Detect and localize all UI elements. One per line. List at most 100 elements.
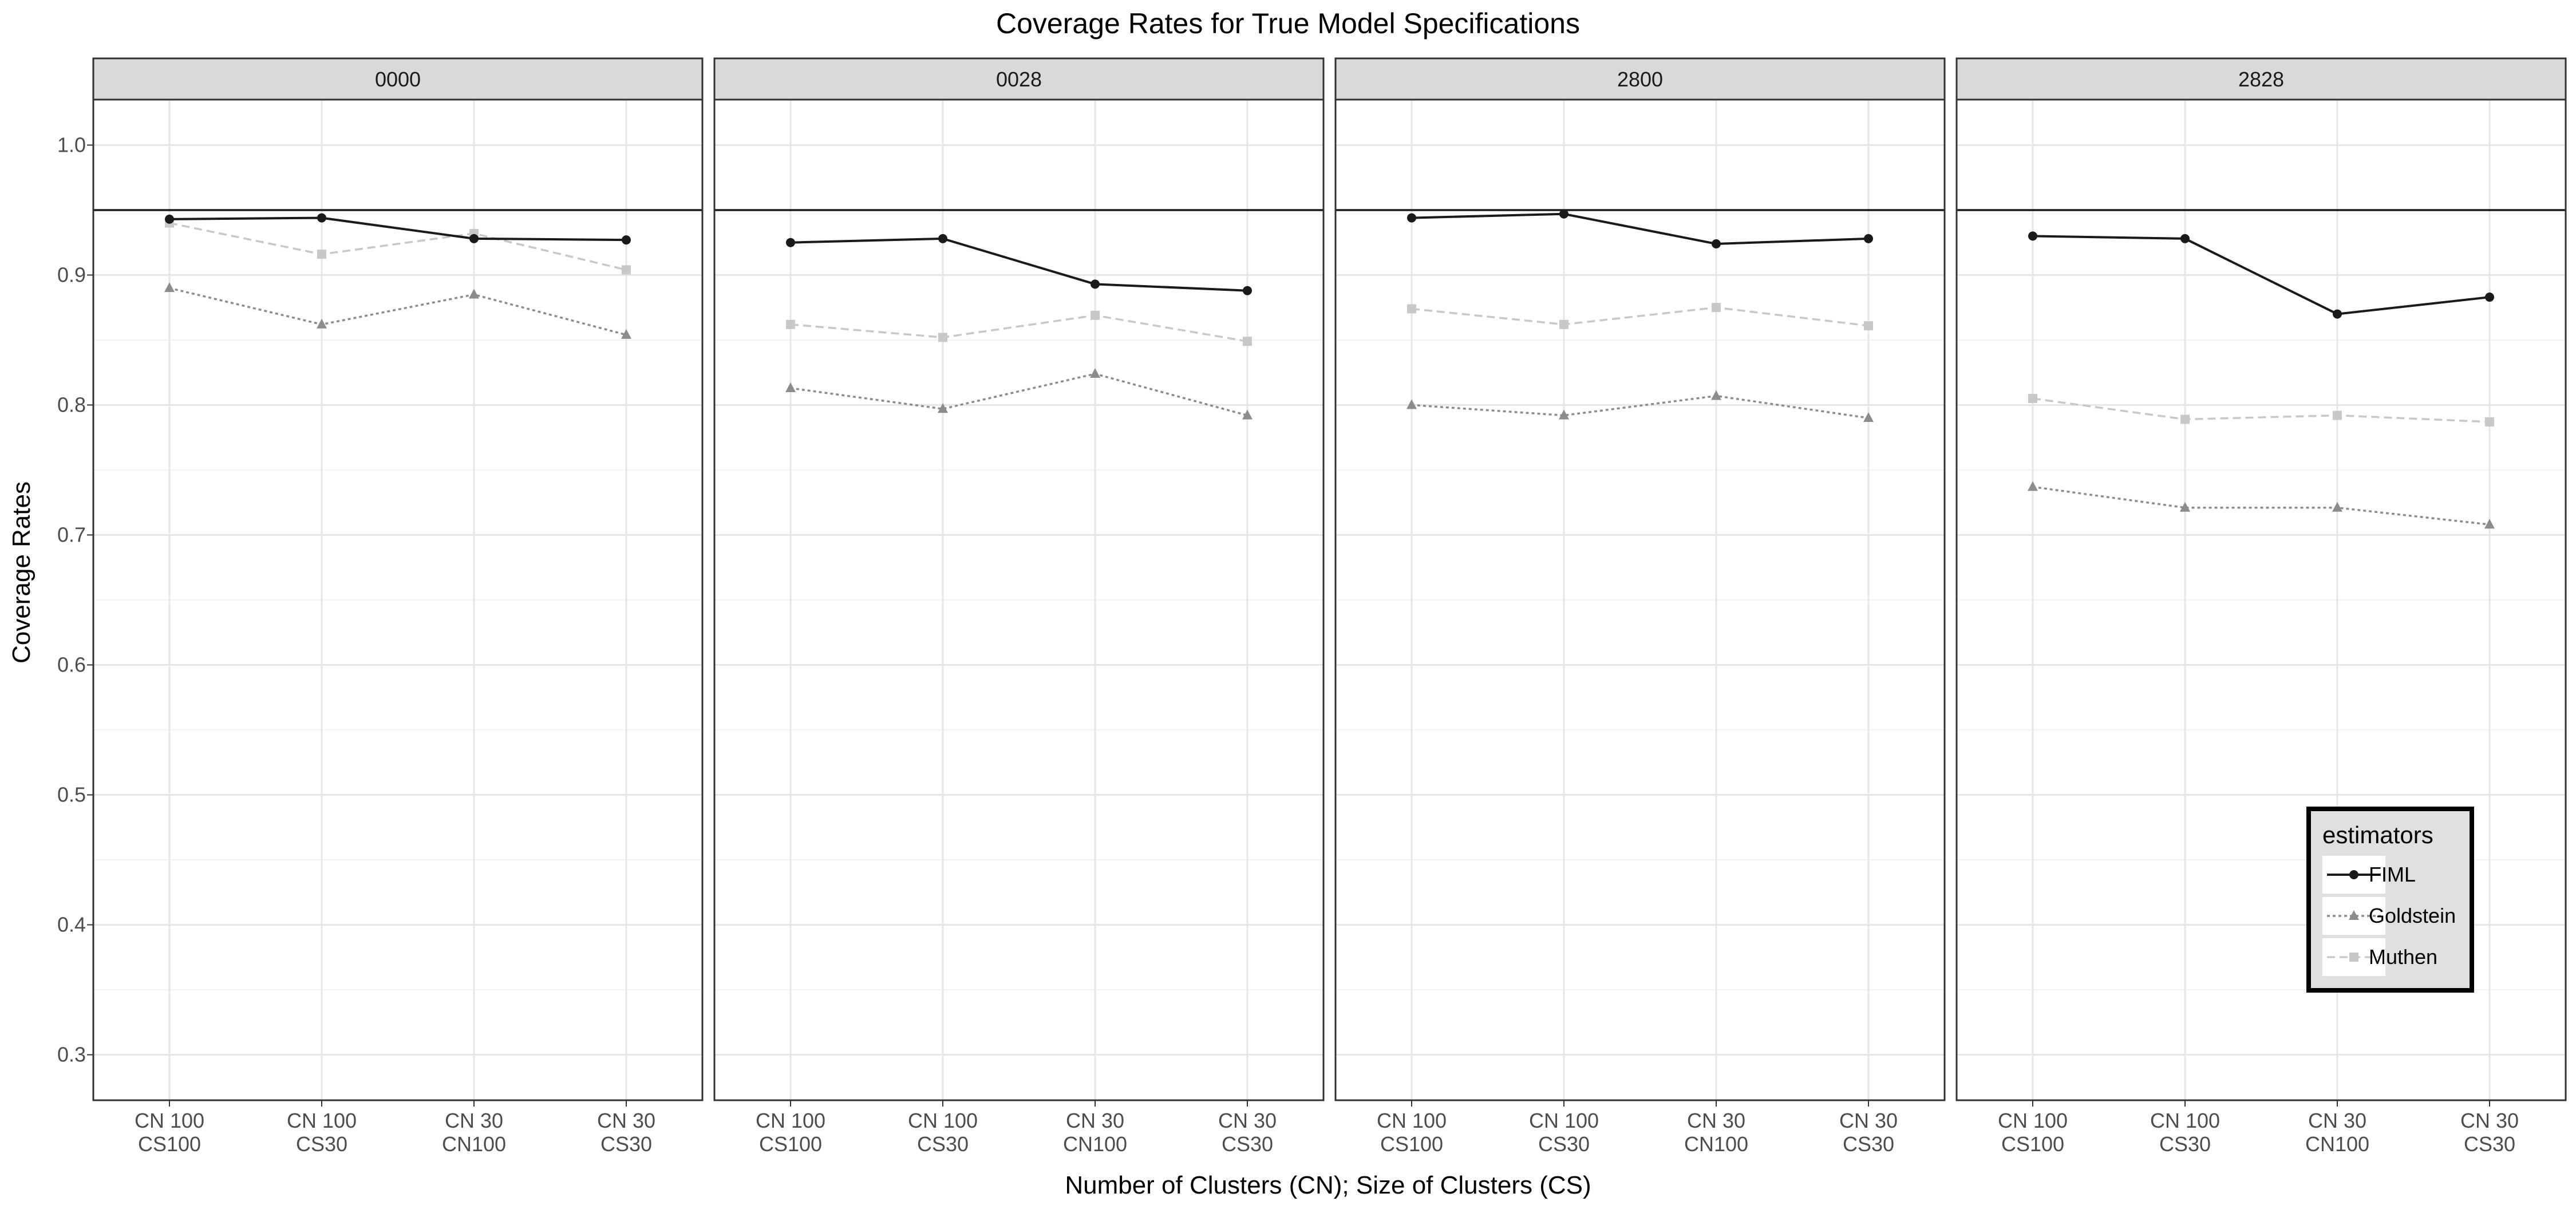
muthen-point (1864, 321, 1873, 331)
fiml-point (1712, 239, 1721, 248)
x-tick-label-line2: CS30 (2464, 1132, 2515, 1156)
x-tick-label-line2: CS30 (917, 1132, 969, 1156)
fiml-series-line (169, 216, 627, 242)
x-tick-label-line2: CS30 (600, 1132, 652, 1156)
x-tick-label-line1: CN 100 (1998, 1109, 2068, 1132)
facet-strip (713, 57, 1325, 101)
x-tick-label-line1: CN 100 (1529, 1109, 1599, 1132)
facet-strip-label: 0028 (996, 68, 1042, 91)
muthen-point (1243, 337, 1252, 346)
muthen-point (2180, 414, 2190, 424)
x-tick-label-line1: CN 30 (2460, 1109, 2519, 1132)
muthen-point (1091, 310, 1100, 320)
x-tick-label-line2: CS30 (1538, 1132, 1590, 1156)
facet-strip-label: 2828 (2238, 68, 2284, 91)
x-tick-label-line1: CN 100 (756, 1109, 825, 1132)
x-tick-label-line1: CN 100 (1377, 1109, 1447, 1132)
x-tick-label-line2: CS100 (1380, 1132, 1443, 1156)
goldstein-point (1863, 412, 1874, 422)
goldstein-series-line (169, 287, 627, 336)
x-tick-label-line1: CN 30 (1687, 1109, 1745, 1132)
muthen-point (2349, 953, 2358, 962)
fiml-point (1407, 213, 1416, 223)
muthen-series-line (169, 222, 627, 271)
legend-title: estimators (2322, 821, 2433, 848)
muthen-point (1407, 304, 1416, 314)
x-axis-label: Number of Clusters (CN); Size of Cluster… (1065, 1171, 1591, 1199)
muthen-point (2028, 394, 2037, 404)
panel-border (1334, 98, 1946, 1101)
y-tick-label: 0.5 (57, 783, 86, 807)
facet-strip (92, 57, 704, 101)
muthen-series-line (1411, 306, 1869, 327)
goldstein-point (1559, 409, 1569, 420)
goldstein-point (164, 282, 175, 293)
x-tick-label-line2: CS30 (1843, 1132, 1894, 1156)
x-tick-label-line1: CN 100 (135, 1109, 204, 1132)
legend-label-fiml: FIML (2369, 863, 2416, 886)
muthen-series-line (790, 314, 1248, 342)
goldstein-point (1711, 390, 1721, 400)
x-tick-label-line1: CN 30 (1066, 1109, 1124, 1132)
goldstein-point (1406, 399, 1417, 409)
x-tick-label-line2: CS100 (759, 1132, 822, 1156)
fiml-point (2349, 870, 2358, 879)
x-tick-label-line2: CS30 (1222, 1132, 1273, 1156)
goldstein-point (1090, 368, 1100, 378)
y-tick-label: 0.6 (57, 653, 86, 677)
x-tick-label-line1: CN 30 (445, 1109, 503, 1132)
goldstein-series-line (2032, 485, 2490, 526)
goldstein-series-line (790, 373, 1248, 417)
y-tick-label: 1.0 (57, 133, 86, 156)
fiml-point (317, 213, 326, 223)
goldstein-point (938, 403, 948, 413)
legend-label-muthen: Muthen (2369, 945, 2437, 969)
x-tick-label-line1: CN 30 (1218, 1109, 1277, 1132)
fiml-point (1243, 286, 1252, 295)
muthen-point (1559, 319, 1568, 329)
goldstein-point (469, 289, 479, 299)
fiml-series-line (790, 237, 1248, 292)
x-tick-label-line1: CN 30 (1839, 1109, 1898, 1132)
y-tick-label: 0.4 (57, 913, 86, 937)
fiml-point (469, 234, 479, 243)
x-tick-label-line1: CN 30 (597, 1109, 655, 1132)
goldstein-series-line (1411, 394, 1869, 419)
x-tick-label-line2: CN100 (2305, 1132, 2369, 1156)
y-axis-label: Coverage Rates (7, 481, 35, 663)
x-tick-label-line2: CS100 (138, 1132, 201, 1156)
legend-label-goldstein: Goldstein (2369, 904, 2456, 927)
goldstein-point (1242, 409, 1253, 420)
x-tick-label-line1: CN 30 (2308, 1109, 2366, 1132)
x-tick-label-line1: CN 100 (908, 1109, 978, 1132)
facet-strip (1955, 57, 2567, 101)
fiml-point (2180, 234, 2190, 243)
fiml-point (1559, 209, 1568, 219)
y-tick-label: 0.7 (57, 523, 86, 546)
x-tick-label-line1: CN 100 (2150, 1109, 2220, 1132)
muthen-point (786, 319, 795, 329)
panel-border (92, 98, 704, 1101)
goldstein-point (785, 382, 796, 392)
x-tick-label-line2: CS100 (2001, 1132, 2064, 1156)
muthen-point (1712, 303, 1721, 313)
goldstein-point (2180, 501, 2190, 512)
x-tick-label-line2: CS30 (2159, 1132, 2211, 1156)
muthen-point (2485, 417, 2494, 426)
muthen-point (317, 250, 326, 259)
goldstein-point (2484, 519, 2495, 529)
panel-border (713, 98, 1325, 1101)
x-tick-label-line1: CN 100 (287, 1109, 357, 1132)
fiml-series-line (1411, 212, 1869, 245)
x-tick-label-line2: CN100 (1063, 1132, 1127, 1156)
chart-title: Coverage Rates for True Model Specificat… (996, 7, 1580, 39)
goldstein-point (2028, 481, 2038, 491)
muthen-point (622, 265, 631, 275)
y-tick-label: 0.9 (57, 263, 86, 286)
goldstein-point (621, 329, 631, 339)
fiml-point (1864, 234, 1873, 243)
goldstein-point (2349, 910, 2359, 920)
